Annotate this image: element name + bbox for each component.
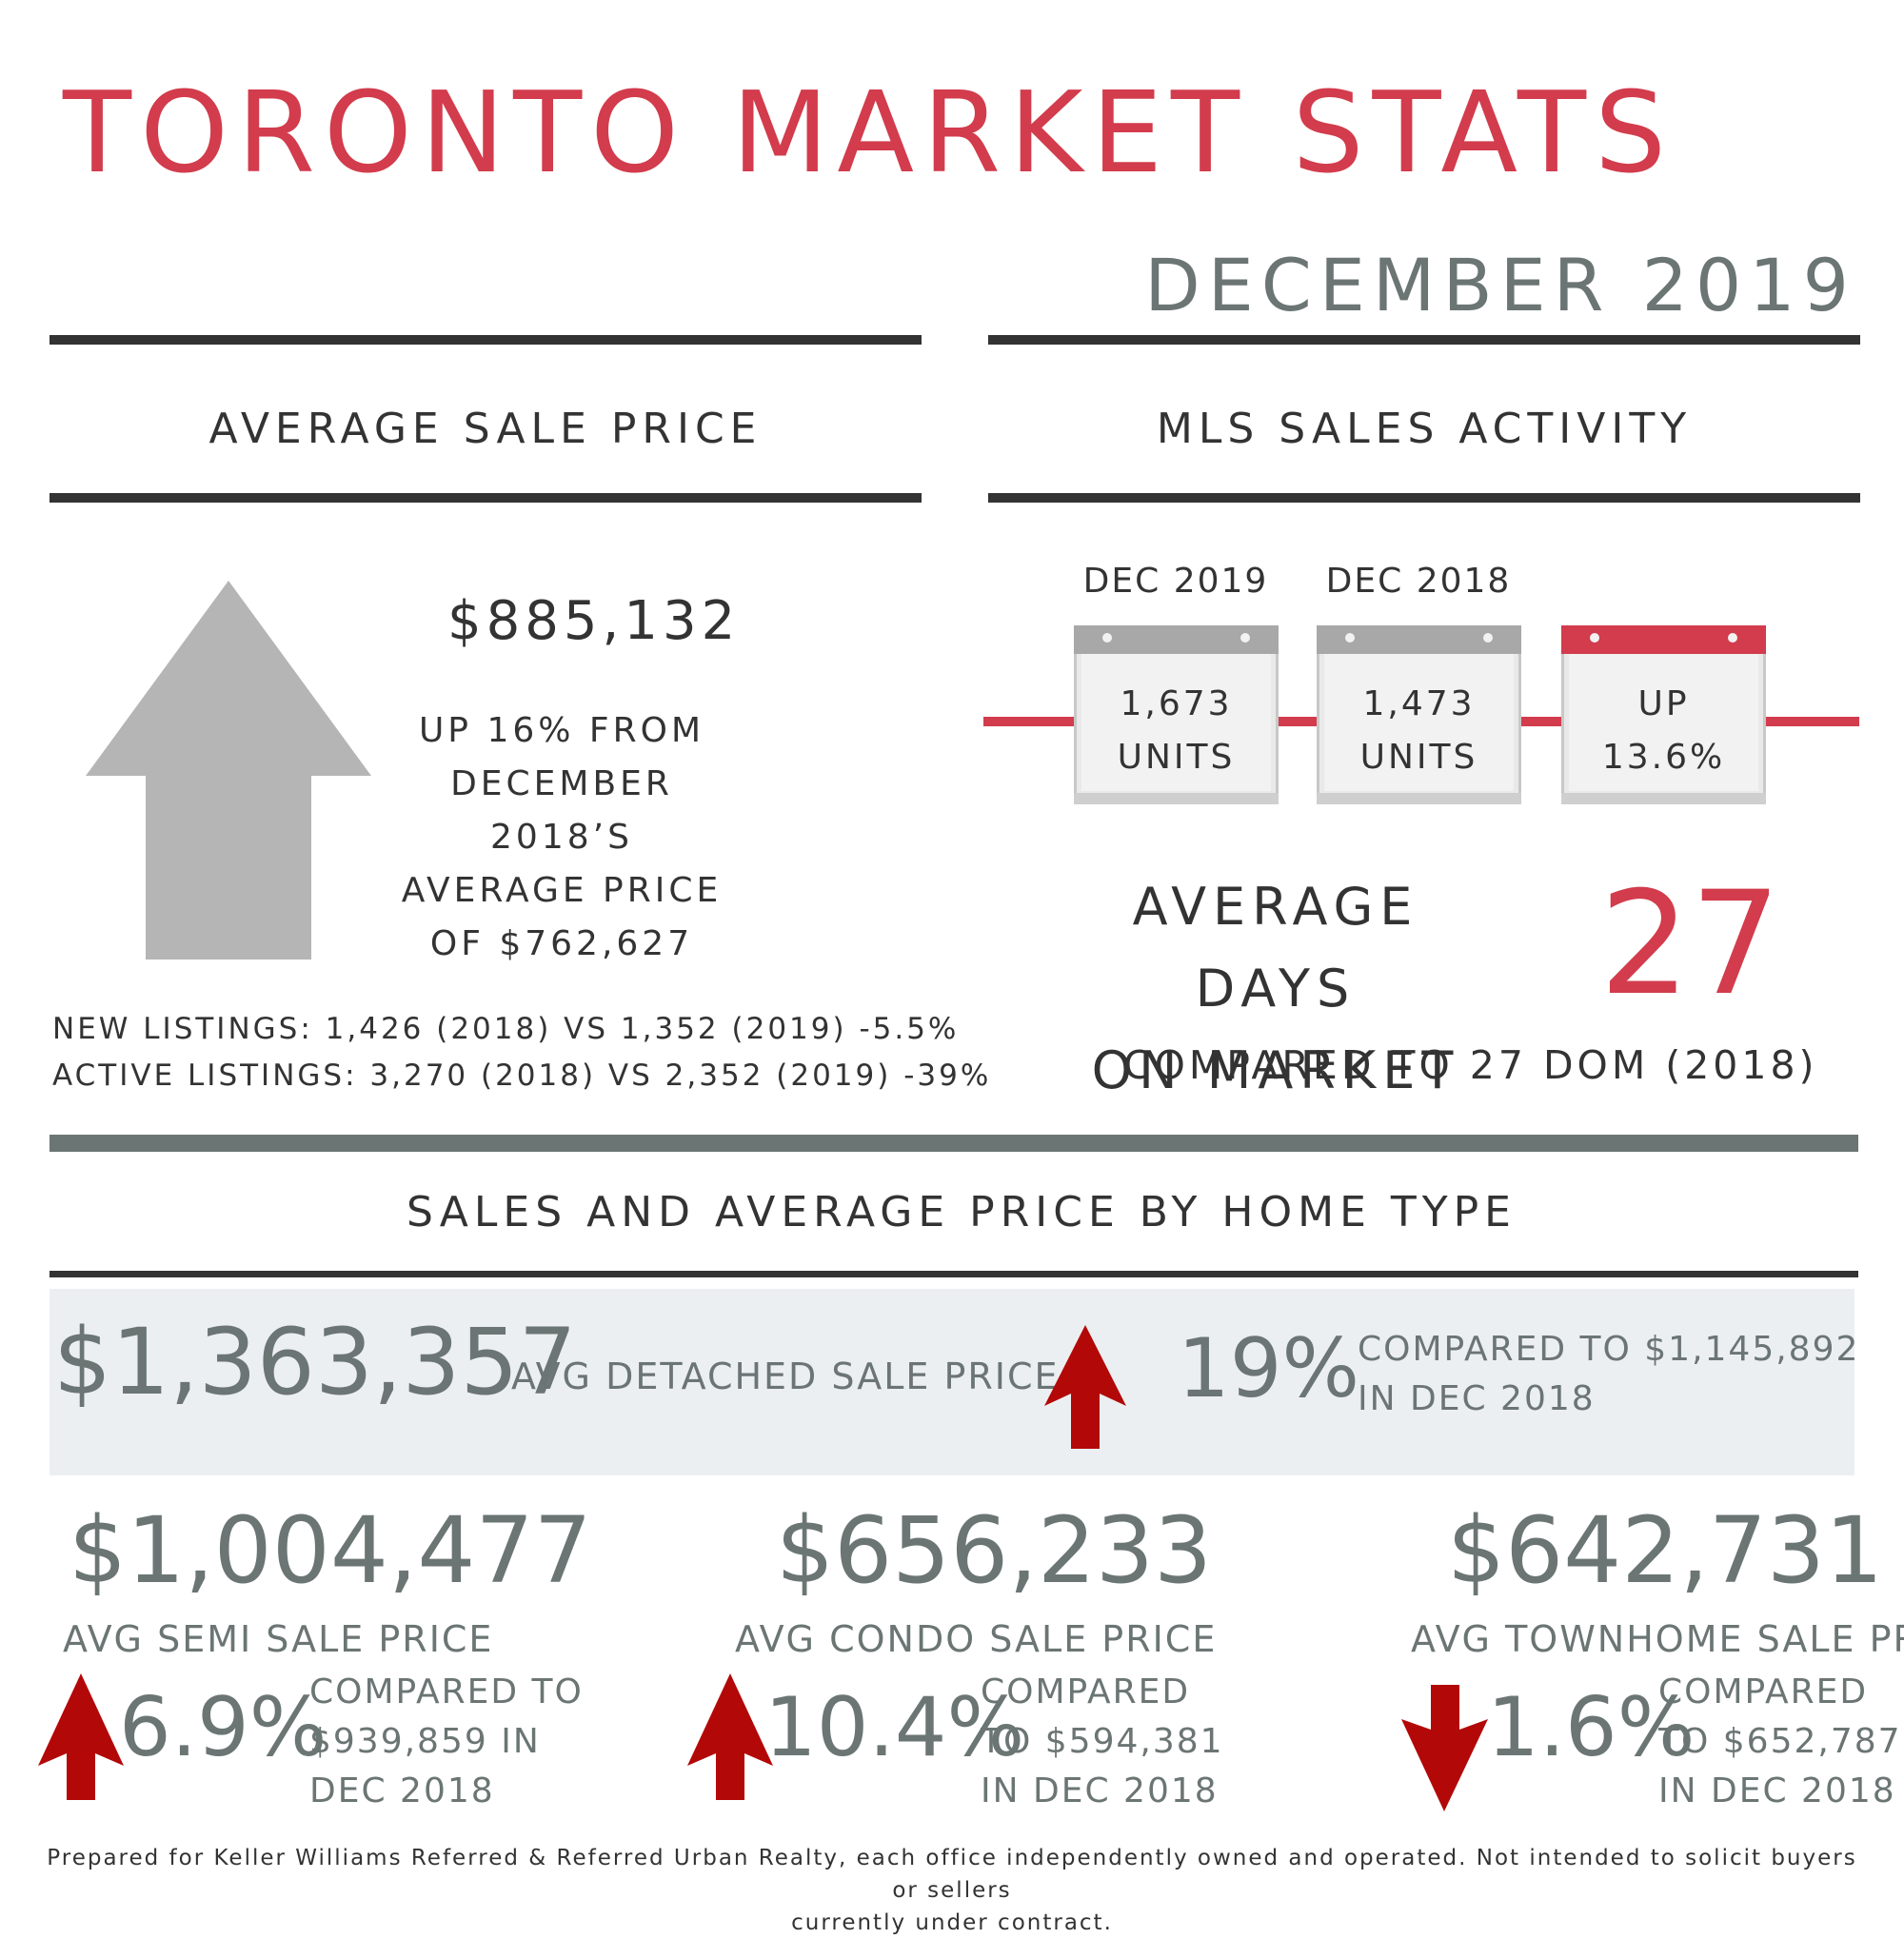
divider bbox=[988, 335, 1860, 345]
condo-price: $656,233 bbox=[776, 1497, 1213, 1604]
change-value: 13.6% bbox=[1601, 738, 1726, 777]
compare-line: $939,859 IN bbox=[309, 1722, 541, 1761]
divider bbox=[50, 335, 922, 345]
footer-line: Prepared for Keller Williams Referred & … bbox=[47, 1846, 1857, 1903]
mls-sales-activity-heading: MLS SALES ACTIVITY bbox=[1156, 405, 1693, 453]
average-days-on-market-label: AVERAGE DAYS ON MARKET bbox=[1066, 866, 1485, 1112]
page-title: TORONTO MARKET STATS bbox=[63, 67, 1675, 198]
detached-panel bbox=[50, 1289, 1854, 1475]
dom-comparison: COMPARED TO 27 DOM (2018) bbox=[1123, 1042, 1818, 1088]
calendar-icon: UP 13.6% bbox=[1561, 625, 1766, 804]
compare-line: COMPARED bbox=[981, 1672, 1191, 1711]
compare-line: COMPARED TO $1,145,892 bbox=[1358, 1330, 1860, 1369]
listings-summary: NEW LISTINGS: 1,426 (2018) VS 1,352 (201… bbox=[52, 1006, 991, 1099]
compare-line: COMPARED TO bbox=[309, 1672, 584, 1711]
divider bbox=[50, 1271, 1858, 1277]
compare-line: DEC 2018 bbox=[309, 1771, 495, 1810]
arrow-up-icon bbox=[687, 1673, 773, 1800]
average-sale-price-heading: AVERAGE SALE PRICE bbox=[208, 405, 763, 453]
calendar-label-dec-2019: DEC 2019 bbox=[1082, 562, 1269, 601]
calendar-units-value: 1,673 bbox=[1120, 684, 1233, 723]
active-listings-text: ACTIVE LISTINGS: 3,270 (2018) VS 2,352 (… bbox=[52, 1059, 992, 1093]
townhome-label: AVG TOWNHOME SALE PRICE bbox=[1411, 1618, 1904, 1660]
arrow-down-icon bbox=[1401, 1685, 1488, 1811]
compare-line: TO $652,787 bbox=[1658, 1722, 1902, 1761]
new-listings-text: NEW LISTINGS: 1,426 (2018) VS 1,352 (201… bbox=[52, 1012, 960, 1046]
divider bbox=[50, 493, 922, 503]
calendar-units-value: 1,473 bbox=[1362, 684, 1476, 723]
description-line: OF $762,627 bbox=[429, 924, 694, 963]
description-line: DECEMBER 2018’S bbox=[450, 764, 673, 857]
compare-line: COMPARED bbox=[1658, 1672, 1869, 1711]
detached-price: $1,363,357 bbox=[53, 1309, 577, 1415]
semi-label: AVG SEMI SALE PRICE bbox=[63, 1618, 494, 1660]
footer-disclaimer: Prepared for Keller Williams Referred & … bbox=[38, 1842, 1866, 1939]
detached-label: AVG DETACHED SALE PRICE bbox=[511, 1355, 1060, 1397]
home-type-heading: SALES AND AVERAGE PRICE BY HOME TYPE bbox=[407, 1188, 1517, 1237]
condo-compare: COMPARED TO $594,381 IN DEC 2018 bbox=[981, 1668, 1224, 1816]
days-on-market-value: 27 bbox=[1599, 861, 1781, 1027]
calendar-units-label: UNITS bbox=[1117, 738, 1236, 777]
divider bbox=[988, 493, 1860, 503]
calendar-label-dec-2018: DEC 2018 bbox=[1325, 562, 1512, 601]
section-divider bbox=[50, 1135, 1858, 1152]
arrow-up-icon bbox=[38, 1673, 124, 1800]
condo-label: AVG CONDO SALE PRICE bbox=[735, 1618, 1218, 1660]
townhome-price: $642,731 bbox=[1447, 1497, 1884, 1604]
townhome-change-pct: 1.6% bbox=[1487, 1680, 1696, 1775]
average-price-value: $885,132 bbox=[447, 590, 741, 652]
compare-line: TO $594,381 bbox=[981, 1722, 1224, 1761]
arrow-up-icon bbox=[86, 581, 371, 960]
calendar-icon: 1,473 UNITS bbox=[1317, 625, 1521, 804]
detached-compare: COMPARED TO $1,145,892 IN DEC 2018 bbox=[1358, 1325, 1859, 1424]
change-label: UP bbox=[1637, 684, 1690, 723]
townhome-compare: COMPARED TO $652,787 IN DEC 2018 bbox=[1658, 1668, 1902, 1816]
detached-change-pct: 19% bbox=[1178, 1321, 1360, 1416]
semi-change-pct: 6.9% bbox=[119, 1680, 327, 1775]
compare-line: IN DEC 2018 bbox=[981, 1771, 1219, 1810]
semi-compare: COMPARED TO $939,859 IN DEC 2018 bbox=[309, 1668, 584, 1816]
description-line: AVERAGE PRICE bbox=[401, 871, 723, 910]
average-price-description: UP 16% FROM DECEMBER 2018’S AVERAGE PRIC… bbox=[390, 704, 733, 971]
page-subtitle: DECEMBER 2019 bbox=[1144, 243, 1856, 327]
calendar-units-label: UNITS bbox=[1359, 738, 1478, 777]
description-line: UP 16% FROM bbox=[418, 711, 705, 750]
semi-price: $1,004,477 bbox=[69, 1497, 592, 1604]
arrow-up-icon bbox=[1044, 1325, 1126, 1449]
dom-label-line: AVERAGE DAYS bbox=[1132, 877, 1419, 1019]
compare-line: IN DEC 2018 bbox=[1358, 1379, 1596, 1418]
calendar-icon: 1,673 UNITS bbox=[1074, 625, 1279, 804]
condo-change-pct: 10.4% bbox=[764, 1680, 1025, 1775]
dom-label-line: ON MARKET bbox=[1091, 1040, 1460, 1100]
footer-line: currently under contract. bbox=[791, 1910, 1113, 1935]
compare-line: IN DEC 2018 bbox=[1658, 1771, 1896, 1810]
